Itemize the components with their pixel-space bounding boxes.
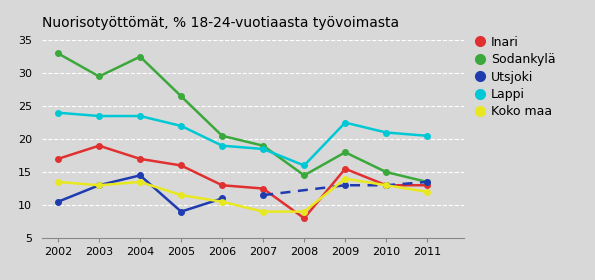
Text: Nuorisotyöttömät, % 18-24-vuotiaasta työvoimasta: Nuorisotyöttömät, % 18-24-vuotiaasta työ… (42, 16, 399, 30)
Legend: Inari, Sodankylä, Utsjoki, Lappi, Koko maa: Inari, Sodankylä, Utsjoki, Lappi, Koko m… (475, 36, 556, 118)
